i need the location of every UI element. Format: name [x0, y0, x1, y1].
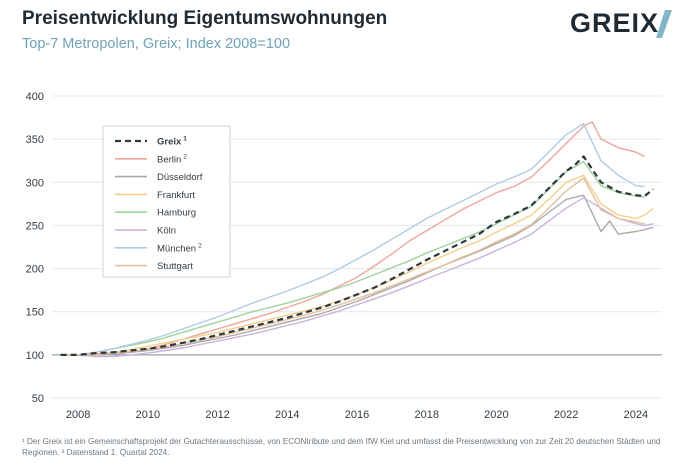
legend-label: Düsseldorf [157, 172, 203, 183]
legend: Greix 1 Berlin 2 Düsseldorf Frankfurt Hamburg K… [102, 125, 231, 278]
legend-label: Stuttgart [157, 261, 193, 272]
legend-footnote-marker: 1 [183, 136, 187, 143]
series-line-berlin [60, 121, 645, 356]
legend-footnote-marker: 2 [198, 242, 202, 249]
x-tick-label: 2008 [66, 409, 90, 421]
y-tick-label: 250 [26, 220, 44, 232]
x-axis-ticks: 2008 2010 2012 2014 2016 2018 2020 2022 2024 [66, 409, 648, 421]
y-tick-label: 400 [26, 91, 44, 103]
legend-label: Greix 1 [157, 136, 187, 148]
legend-label: Hamburg [157, 208, 196, 219]
legend-label: München 2 [157, 242, 202, 254]
x-tick-label: 2022 [554, 409, 578, 421]
greix-logo: GREIX [570, 6, 672, 42]
logo-slash-icon [656, 10, 672, 38]
y-tick-label: 300 [26, 177, 44, 189]
y-axis-ticks: 50 100 150 200 250 300 350 400 [26, 91, 44, 405]
legend-label: Berlin 2 [157, 153, 187, 165]
x-tick-label: 2024 [624, 409, 648, 421]
chart-subtitle: Top-7 Metropolen, Greix; Index 2008=100 [22, 36, 291, 52]
line-chart: 50 100 150 200 250 300 350 400 2008 2010 2012 2014… [26, 91, 662, 421]
y-tick-label: 350 [26, 134, 44, 146]
chart-title: Preisentwicklung Eigentumswohnungen [22, 8, 388, 29]
series-line-greix [60, 155, 654, 356]
y-tick-label: 100 [26, 350, 44, 362]
x-tick-label: 2012 [205, 409, 229, 421]
series-line-m-nchen [60, 122, 645, 356]
x-tick-label: 2014 [275, 409, 299, 421]
series-line-d-sseldorf [60, 194, 654, 356]
series-lines [60, 121, 654, 358]
x-tick-label: 2010 [136, 409, 160, 421]
y-tick-label: 150 [26, 307, 44, 319]
y-tick-label: 50 [32, 393, 44, 405]
legend-label: Frankfurt [157, 190, 195, 201]
legend-box [102, 125, 231, 278]
logo-text: GREIX [570, 8, 660, 38]
x-tick-label: 2018 [414, 409, 438, 421]
series-line-stuttgart [60, 177, 645, 356]
x-tick-label: 2016 [345, 409, 369, 421]
footnote: ¹ Der Greix ist ein Gemeinschaftsprojekt… [22, 437, 661, 457]
x-tick-label: 2020 [484, 409, 508, 421]
legend-label: Köln [157, 226, 176, 237]
legend-footnote-marker: 2 [183, 153, 187, 160]
series-line-k-ln [60, 197, 654, 358]
y-tick-label: 200 [26, 264, 44, 276]
